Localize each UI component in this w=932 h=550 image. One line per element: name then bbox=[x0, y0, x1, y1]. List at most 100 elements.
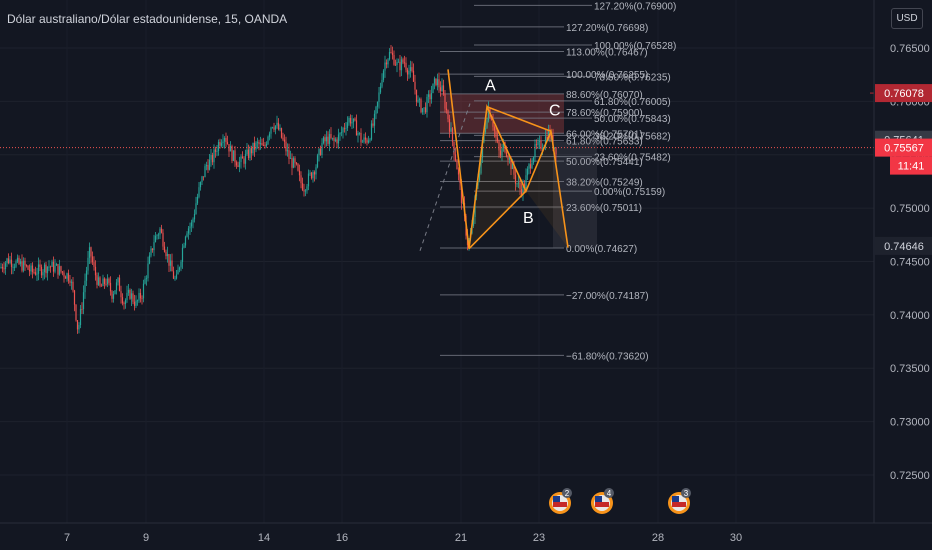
event-marker[interactable]: 3 bbox=[668, 488, 691, 514]
grid bbox=[0, 47, 874, 476]
event-marker[interactable]: 4 bbox=[591, 488, 614, 514]
candle-body bbox=[223, 137, 226, 142]
candle-body bbox=[546, 136, 548, 141]
candle-body bbox=[457, 169, 460, 175]
candle-body bbox=[241, 156, 244, 159]
candle-body bbox=[189, 226, 191, 229]
candle-body bbox=[441, 85, 443, 92]
candle-body bbox=[79, 308, 82, 325]
price-tick-label: 0.75000 bbox=[890, 203, 930, 215]
candle-body bbox=[415, 89, 418, 102]
event-markers[interactable]: 2 4 3 bbox=[549, 488, 691, 514]
candle-body bbox=[13, 266, 16, 268]
candle-body bbox=[529, 164, 532, 169]
candle-body bbox=[145, 278, 148, 279]
candle-body bbox=[379, 86, 382, 93]
candle-body bbox=[66, 273, 68, 279]
candle-body bbox=[37, 264, 40, 274]
candle-body bbox=[12, 266, 14, 268]
candle-body bbox=[54, 265, 56, 272]
candle-body bbox=[433, 78, 436, 84]
candle-body bbox=[318, 148, 320, 156]
candle-body bbox=[178, 267, 181, 270]
candle-body bbox=[27, 265, 29, 270]
candle-body bbox=[99, 277, 101, 286]
candle-body bbox=[133, 301, 136, 306]
candle-body bbox=[553, 147, 556, 149]
countdown-bg bbox=[890, 156, 932, 175]
price-tick-label: 0.73500 bbox=[890, 363, 930, 375]
candle-body bbox=[181, 247, 184, 262]
candle-body bbox=[298, 170, 301, 176]
candle-body bbox=[18, 257, 20, 264]
candle-body bbox=[234, 150, 236, 163]
candle-body bbox=[408, 70, 410, 75]
candle-body bbox=[246, 149, 248, 155]
candle-body bbox=[366, 139, 368, 143]
candle-body bbox=[121, 297, 124, 304]
time-axis[interactable]: 7 9 14 16 21 23 28 30 bbox=[64, 532, 742, 544]
harmonic-pattern[interactable]: A B C bbox=[419, 69, 569, 251]
candle-body bbox=[295, 162, 298, 164]
candle-body bbox=[460, 182, 463, 204]
candle-body bbox=[420, 99, 422, 113]
candle-body bbox=[232, 150, 235, 161]
candle-body bbox=[70, 281, 73, 283]
price-label-bg bbox=[875, 236, 932, 255]
flag-canton bbox=[672, 496, 679, 502]
candle-body bbox=[28, 269, 31, 272]
candle-body bbox=[193, 213, 196, 220]
candle-body bbox=[334, 139, 337, 141]
candle-body bbox=[213, 149, 215, 163]
candle-body bbox=[412, 70, 415, 82]
candle-body bbox=[90, 247, 92, 257]
candle-body bbox=[157, 234, 160, 236]
candle-body bbox=[226, 142, 229, 145]
candle-body bbox=[315, 167, 317, 175]
candle-body bbox=[111, 291, 113, 299]
candle-body bbox=[337, 134, 340, 144]
candle-body bbox=[63, 272, 65, 277]
candle-body bbox=[196, 196, 199, 204]
candle-body bbox=[381, 79, 383, 87]
candle-body bbox=[361, 141, 364, 143]
candle-body bbox=[214, 149, 217, 152]
candle-body bbox=[36, 273, 38, 275]
countdown: 11:41 bbox=[898, 161, 925, 173]
price-label-bg bbox=[875, 84, 932, 103]
candle-body bbox=[25, 265, 28, 267]
flag-stripe bbox=[672, 502, 686, 507]
currency-button[interactable]: USD bbox=[891, 8, 923, 29]
candle-body bbox=[283, 139, 286, 142]
candle-body bbox=[249, 148, 251, 158]
event-marker[interactable]: 2 bbox=[549, 488, 572, 514]
candle-body bbox=[165, 251, 167, 257]
candle-body bbox=[534, 144, 536, 158]
candle-body bbox=[538, 140, 541, 142]
candle-body bbox=[282, 137, 284, 140]
candle-body bbox=[399, 61, 401, 71]
candle-body bbox=[139, 292, 142, 299]
candle-body bbox=[211, 155, 214, 163]
candle-body bbox=[523, 183, 526, 189]
candle-body bbox=[522, 183, 524, 195]
candle-body bbox=[252, 142, 254, 154]
fib-label: 100.00%(0.76528) bbox=[594, 41, 676, 52]
price-tick-label: 0.76500 bbox=[890, 43, 930, 55]
candle-body bbox=[4, 263, 7, 270]
candle-body bbox=[387, 59, 389, 65]
candle-body bbox=[324, 137, 326, 142]
candle-body bbox=[346, 122, 349, 128]
fib-label: 50.00%(0.75441) bbox=[566, 157, 643, 168]
candle-body bbox=[327, 136, 329, 144]
fib-label: 78.60%(0.76235) bbox=[594, 72, 671, 83]
candle-body bbox=[454, 154, 457, 161]
candle-body bbox=[162, 232, 164, 247]
candle-body bbox=[93, 262, 95, 267]
candle-body bbox=[316, 155, 319, 168]
price-label: 0.76078 bbox=[884, 88, 924, 100]
fib-label: 0.00%(0.75159) bbox=[594, 187, 665, 198]
price-label-bg bbox=[875, 138, 932, 157]
